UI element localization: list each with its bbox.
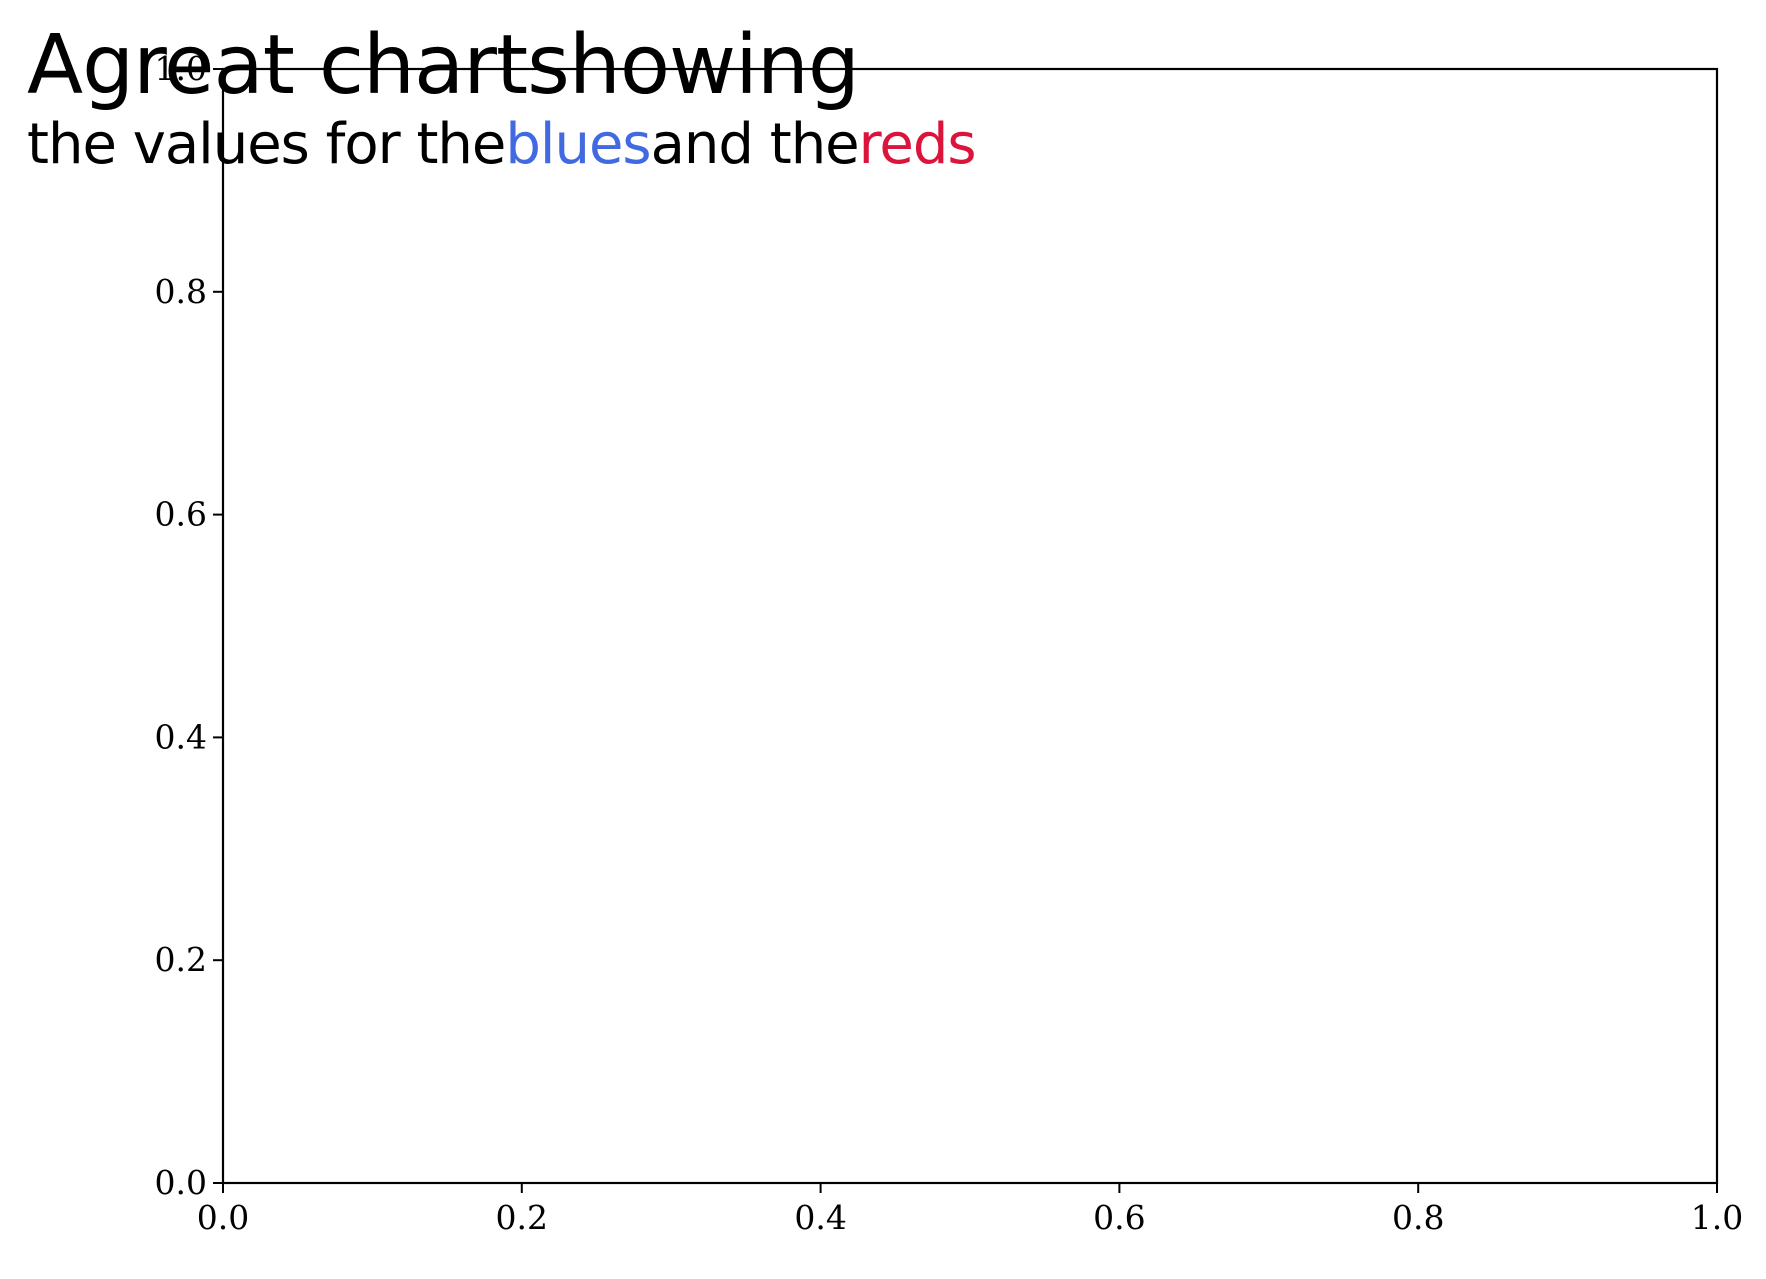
x-tick-label: 0.4 [794, 1198, 846, 1237]
title-segment-blues: blues [505, 112, 651, 177]
x-tick-label: 0.8 [1392, 1198, 1444, 1237]
x-tick-label: 0.2 [496, 1198, 548, 1237]
chart-title-line-2: the values for thebluesand thereds [27, 112, 977, 178]
y-tick-label: 0.6 [155, 495, 207, 534]
y-tick-label: 0.4 [155, 717, 207, 756]
axes-frame [221, 67, 1719, 1185]
y-tick-label: 0.0 [155, 1163, 207, 1202]
y-axis-ticks: 0.0 0.2 0.4 0.6 0.8 1.0 [155, 49, 223, 1202]
title-segment-intro: the values for the [27, 112, 506, 177]
title-segment-middle: and the [650, 112, 860, 177]
chart-title-text: Agreat chartshowing [27, 18, 860, 113]
axes-border [221, 67, 1719, 1185]
x-tick-label: 0.6 [1093, 1198, 1145, 1237]
title-segment-reds: reds [858, 112, 977, 177]
x-tick-label: 0.0 [197, 1198, 249, 1237]
x-axis-ticks: 0.0 0.2 0.4 0.6 0.8 1.0 [197, 1183, 1743, 1237]
x-tick-label: 1.0 [1691, 1198, 1743, 1237]
chart-title-line-1: Agreat chartshowing [27, 18, 860, 113]
y-tick-label: 0.8 [155, 272, 207, 311]
y-tick-label: 0.2 [155, 940, 207, 979]
y-tick-label: 1.0 [155, 49, 207, 88]
